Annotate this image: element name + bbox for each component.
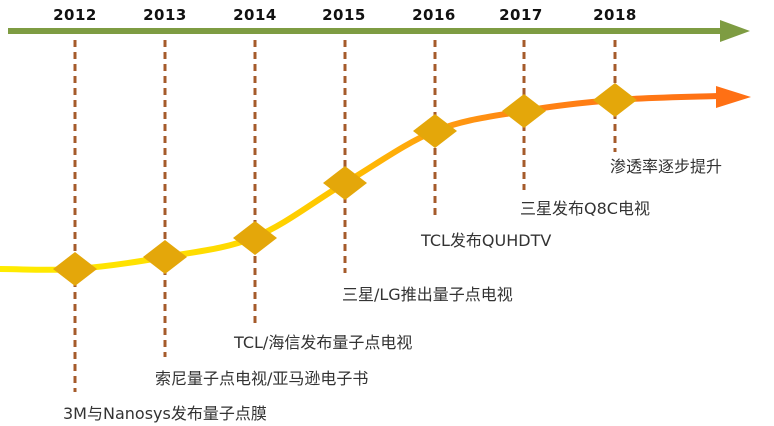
trend-curve-arrowhead-icon	[716, 86, 751, 108]
event-label-2018: 渗透率逐步提升	[610, 157, 723, 176]
milestone-diamond-2016	[413, 114, 457, 148]
milestone-diamond-2014	[233, 221, 277, 255]
year-label-2013: 2013	[143, 6, 187, 24]
event-label-2013: 索尼量子点电视/亚马逊电子书	[155, 369, 369, 388]
timeline-axis-arrowhead-icon	[720, 20, 750, 42]
event-label-2016: TCL发布QUHDTV	[421, 231, 552, 250]
year-label-2018: 2018	[593, 6, 637, 24]
event-label-2015: 三星/LG推出量子点电视	[342, 285, 513, 304]
milestone-diamond-2018	[593, 83, 637, 117]
year-label-2014: 2014	[233, 6, 277, 24]
milestone-diamond-2013	[143, 240, 187, 274]
milestone-diamond-2012	[53, 252, 97, 286]
milestone-diamond-2015	[323, 166, 367, 200]
year-label-2016: 2016	[412, 6, 456, 24]
milestone-diamond-2017	[502, 94, 546, 128]
year-label-2017: 2017	[499, 6, 543, 24]
event-label-2017: 三星发布Q8C电视	[520, 199, 650, 218]
event-label-2014: TCL/海信发布量子点电视	[234, 333, 413, 352]
year-label-2015: 2015	[322, 6, 366, 24]
year-label-2012: 2012	[53, 6, 97, 24]
event-label-2012: 3M与Nanosys发布量子点膜	[63, 404, 267, 423]
